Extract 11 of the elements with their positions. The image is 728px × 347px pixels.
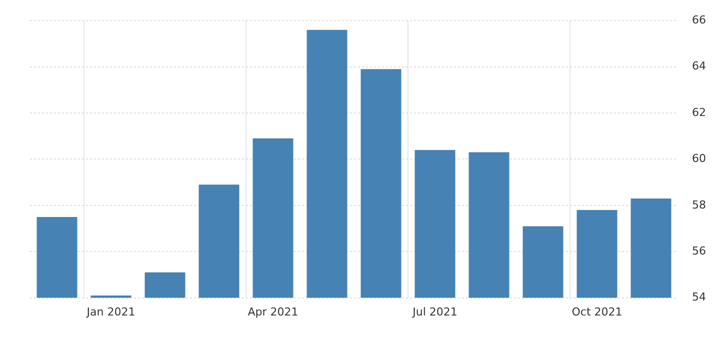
- y-tick-label: 54: [692, 290, 706, 304]
- y-tick-label: 58: [692, 198, 706, 212]
- y-tick-label: 66: [692, 13, 706, 26]
- y-tick-label: 56: [692, 244, 706, 258]
- x-tick-label: Apr 2021: [248, 305, 298, 318]
- y-tick-label: 64: [692, 60, 706, 73]
- x-tick-label: Jul 2021: [412, 305, 458, 318]
- y-tick-label: 62: [692, 106, 706, 119]
- x-tick-label: Jan 2021: [86, 305, 136, 318]
- x-tick-label: Oct 2021: [572, 305, 622, 318]
- y-tick-label: 60: [692, 152, 706, 166]
